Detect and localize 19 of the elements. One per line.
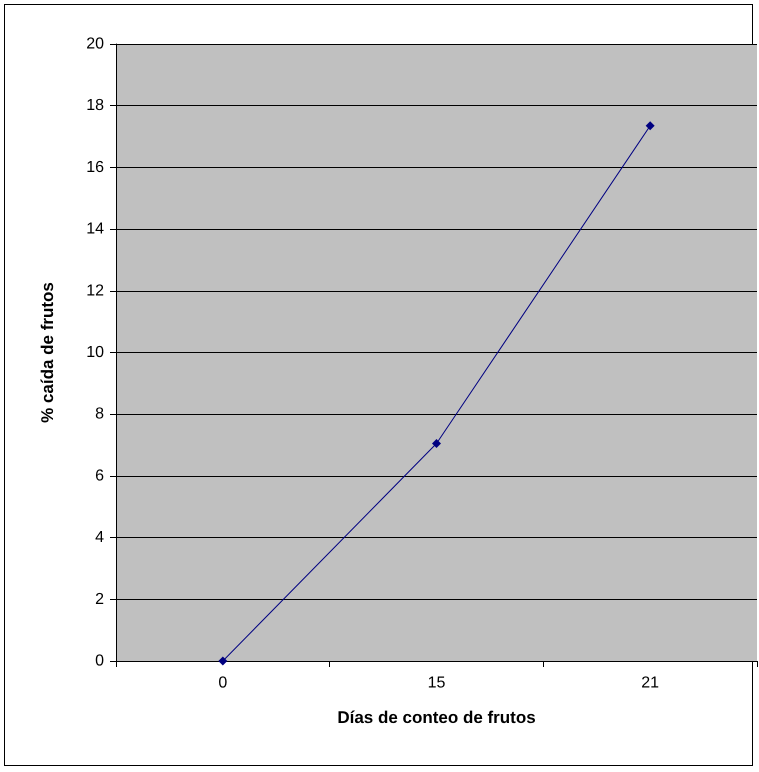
x-axis-title: Días de conteo de frutos <box>337 708 536 727</box>
y-tick-label: 4 <box>95 529 104 546</box>
y-tick-label: 20 <box>86 36 104 52</box>
y-tick-label: 10 <box>86 344 104 361</box>
y-tick-label: 6 <box>95 467 104 484</box>
x-tick-label: 0 <box>218 674 228 692</box>
x-tick-label: 15 <box>428 674 446 692</box>
point <box>218 656 228 666</box>
y-tick-label: 12 <box>86 282 104 300</box>
y-tick-label: 18 <box>86 97 104 114</box>
point <box>646 121 655 130</box>
y-tick-label: 2 <box>95 590 104 608</box>
y-axis-title: % caída de frutos <box>38 282 57 423</box>
y-tick-label: 0 <box>95 652 104 670</box>
x-tick-label: 21 <box>641 674 660 692</box>
y-tick-label: 16 <box>86 158 104 176</box>
y-tick-label: 14 <box>86 220 104 238</box>
point <box>432 439 441 448</box>
y-tick-label: 8 <box>95 406 104 423</box>
